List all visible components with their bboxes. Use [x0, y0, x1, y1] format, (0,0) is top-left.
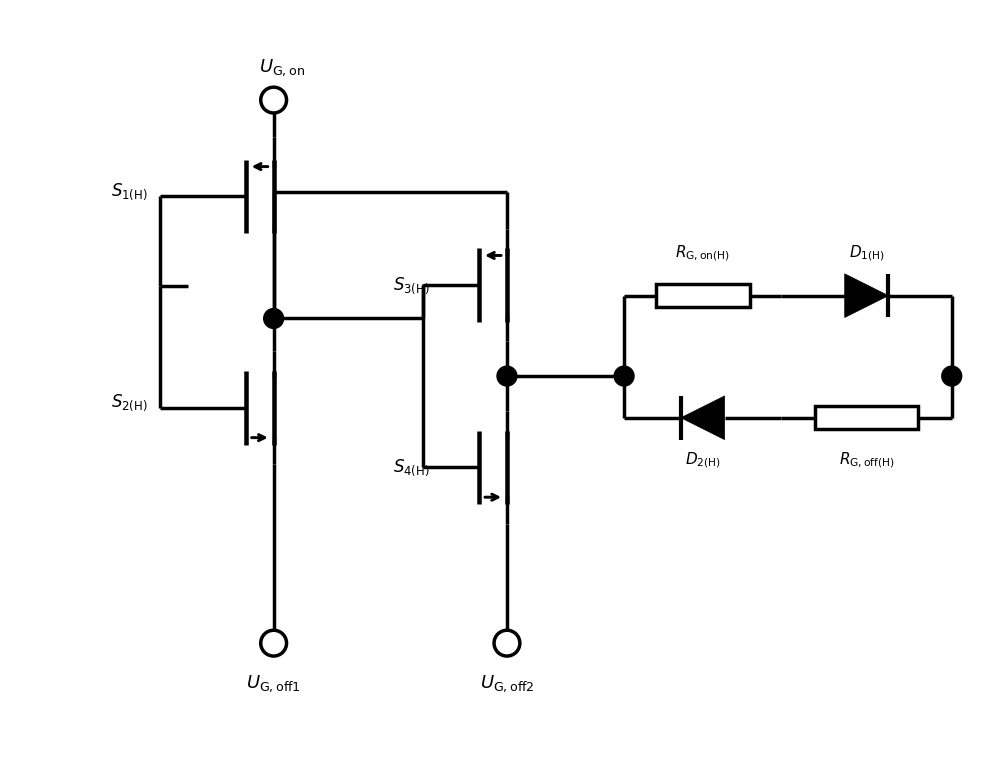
Circle shape — [942, 366, 962, 386]
Text: $U_{\mathrm{G,off1}}$: $U_{\mathrm{G,off1}}$ — [246, 673, 301, 693]
Text: $D_{2\mathrm{(H)}}$: $D_{2\mathrm{(H)}}$ — [685, 451, 721, 470]
Text: $S_{3\mathrm{(H)}}$: $S_{3\mathrm{(H)}}$ — [393, 275, 430, 295]
Bar — [815, 407, 918, 429]
Text: $S_{1\mathrm{(H)}}$: $S_{1\mathrm{(H)}}$ — [111, 181, 148, 202]
Text: $R_{\mathrm{G,off(H)}}$: $R_{\mathrm{G,off(H)}}$ — [839, 451, 894, 470]
Circle shape — [261, 87, 287, 113]
Text: $U_{\mathrm{G,off2}}$: $U_{\mathrm{G,off2}}$ — [480, 673, 534, 693]
Bar — [656, 284, 750, 307]
Text: $D_{1\mathrm{(H)}}$: $D_{1\mathrm{(H)}}$ — [849, 243, 885, 263]
Text: $R_{\mathrm{G,on(H)}}$: $R_{\mathrm{G,on(H)}}$ — [675, 243, 730, 263]
Polygon shape — [845, 274, 888, 318]
Text: $S_{2\mathrm{(H)}}$: $S_{2\mathrm{(H)}}$ — [111, 393, 148, 414]
Circle shape — [494, 630, 520, 656]
Circle shape — [497, 366, 517, 386]
Text: $S_{4\mathrm{(H)}}$: $S_{4\mathrm{(H)}}$ — [393, 457, 430, 478]
Text: $U_{\mathrm{G,on}}$: $U_{\mathrm{G,on}}$ — [259, 58, 305, 78]
Circle shape — [261, 630, 287, 656]
Circle shape — [614, 366, 634, 386]
Polygon shape — [681, 396, 725, 440]
Circle shape — [264, 308, 284, 329]
